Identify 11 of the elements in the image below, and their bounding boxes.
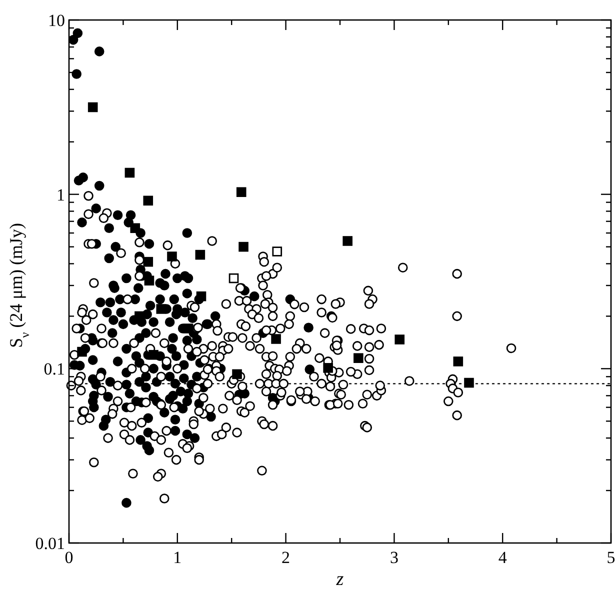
y-tick-label: 0.01 — [35, 534, 65, 553]
x-tick-label: 0 — [64, 548, 74, 567]
x-tick-label: 1 — [173, 548, 182, 567]
y-tick-label: 1 — [56, 185, 65, 204]
x-tick-label: 5 — [606, 548, 616, 567]
y-tick-label: 10 — [48, 10, 65, 30]
y-tick-label: 0.1 — [44, 360, 65, 379]
x-tick-label: 4 — [498, 548, 508, 567]
x-tick-label: 2 — [282, 548, 290, 567]
x-axis-title: z — [335, 569, 344, 590]
x-tick-label: 3 — [390, 548, 398, 567]
